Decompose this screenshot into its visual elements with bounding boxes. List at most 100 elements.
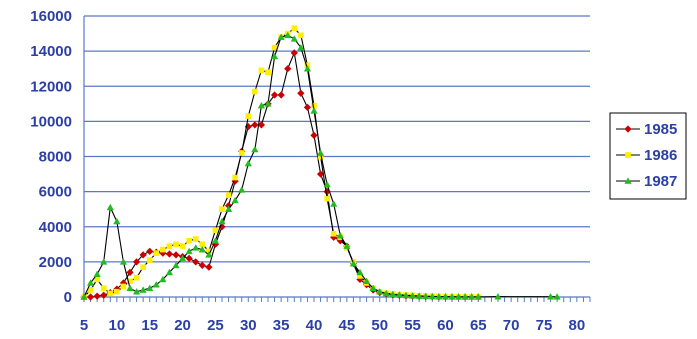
legend-label: 1987 [644, 173, 677, 190]
data-point [146, 247, 154, 255]
data-point [408, 292, 417, 299]
legend-entry-1987: 1987 [616, 173, 677, 190]
data-point [291, 25, 298, 32]
data-point [94, 276, 100, 283]
data-point [153, 250, 160, 256]
data-point [395, 291, 404, 298]
data-point [127, 278, 133, 285]
data-point [218, 223, 226, 231]
legend-label: 1986 [644, 147, 677, 164]
series-line-1987 [83, 34, 558, 298]
data-point [231, 196, 239, 204]
data-point [415, 292, 423, 299]
data-point [310, 131, 318, 140]
data-point [271, 44, 278, 51]
x-tick-label: 5 [80, 317, 88, 334]
series-1986 [81, 25, 482, 300]
data-point [100, 285, 107, 292]
data-point [323, 180, 331, 188]
x-tick-label: 40 [306, 317, 323, 334]
data-point [80, 293, 88, 300]
data-point [113, 217, 121, 225]
data-point [298, 32, 304, 39]
legend-label: 1985 [644, 121, 677, 138]
gridlines [84, 15, 590, 298]
data-point [93, 270, 101, 277]
data-point [252, 88, 258, 95]
data-point [284, 31, 292, 39]
data-point [165, 268, 174, 276]
data-point [257, 121, 266, 129]
data-point [172, 251, 180, 259]
data-point [133, 274, 140, 281]
data-point [251, 145, 259, 153]
data-point [86, 293, 95, 301]
x-tick-label: 70 [503, 317, 520, 334]
y-tick-label: 16000 [30, 8, 72, 25]
data-point [238, 186, 246, 193]
data-point [140, 264, 146, 270]
data-point [160, 246, 166, 253]
data-point [139, 286, 147, 293]
x-tick-label: 25 [207, 317, 224, 334]
data-point [192, 258, 200, 266]
data-point [205, 251, 213, 258]
data-point [297, 89, 305, 97]
data-point [369, 284, 377, 292]
data-point [185, 254, 193, 262]
legend-box [609, 112, 687, 200]
data-point [264, 100, 272, 107]
data-point [238, 150, 245, 156]
legend-marker [625, 152, 631, 158]
data-point [270, 52, 279, 60]
data-point [382, 289, 390, 297]
legend: 1985 1986 1987 [609, 112, 687, 200]
data-point [166, 243, 173, 249]
series-1987 [80, 31, 561, 300]
data-point [349, 259, 358, 267]
data-point [376, 288, 384, 295]
data-point [277, 91, 285, 99]
x-tick-label: 30 [240, 317, 257, 334]
data-point [139, 251, 147, 259]
data-point [284, 65, 292, 73]
data-point [330, 200, 338, 207]
data-point [205, 263, 213, 271]
data-point [132, 258, 141, 266]
x-tick-label: 35 [273, 317, 290, 334]
x-tick-label: 15 [141, 317, 158, 334]
legend-marker [624, 125, 632, 133]
data-point [290, 49, 298, 57]
data-point [270, 91, 279, 99]
legend-entry-1985: 1985 [616, 121, 677, 138]
data-point [428, 292, 436, 300]
y-tick-label: 2000 [39, 254, 72, 271]
data-point [362, 277, 371, 285]
data-point [343, 242, 351, 249]
data-point [146, 284, 154, 292]
data-point [245, 113, 252, 119]
data-point [448, 293, 456, 300]
data-point [178, 254, 187, 262]
series-1985 [80, 49, 482, 301]
y-tick-label: 4000 [39, 219, 72, 236]
y-tick-label: 10000 [30, 113, 72, 130]
data-point [435, 292, 443, 300]
data-point [553, 293, 561, 300]
x-tick-label: 60 [437, 317, 454, 334]
data-point [224, 205, 233, 212]
data-point [218, 217, 226, 225]
data-point [186, 237, 192, 244]
data-point [474, 293, 482, 300]
data-point [225, 192, 232, 198]
data-point [303, 64, 312, 72]
data-point [356, 268, 364, 276]
data-point [211, 237, 220, 244]
x-tick-label: 65 [470, 317, 487, 334]
x-tick-label: 55 [404, 317, 421, 334]
x-tick-label: 20 [174, 317, 191, 334]
data-point [107, 290, 114, 297]
data-point [330, 230, 337, 237]
data-point [86, 279, 95, 286]
